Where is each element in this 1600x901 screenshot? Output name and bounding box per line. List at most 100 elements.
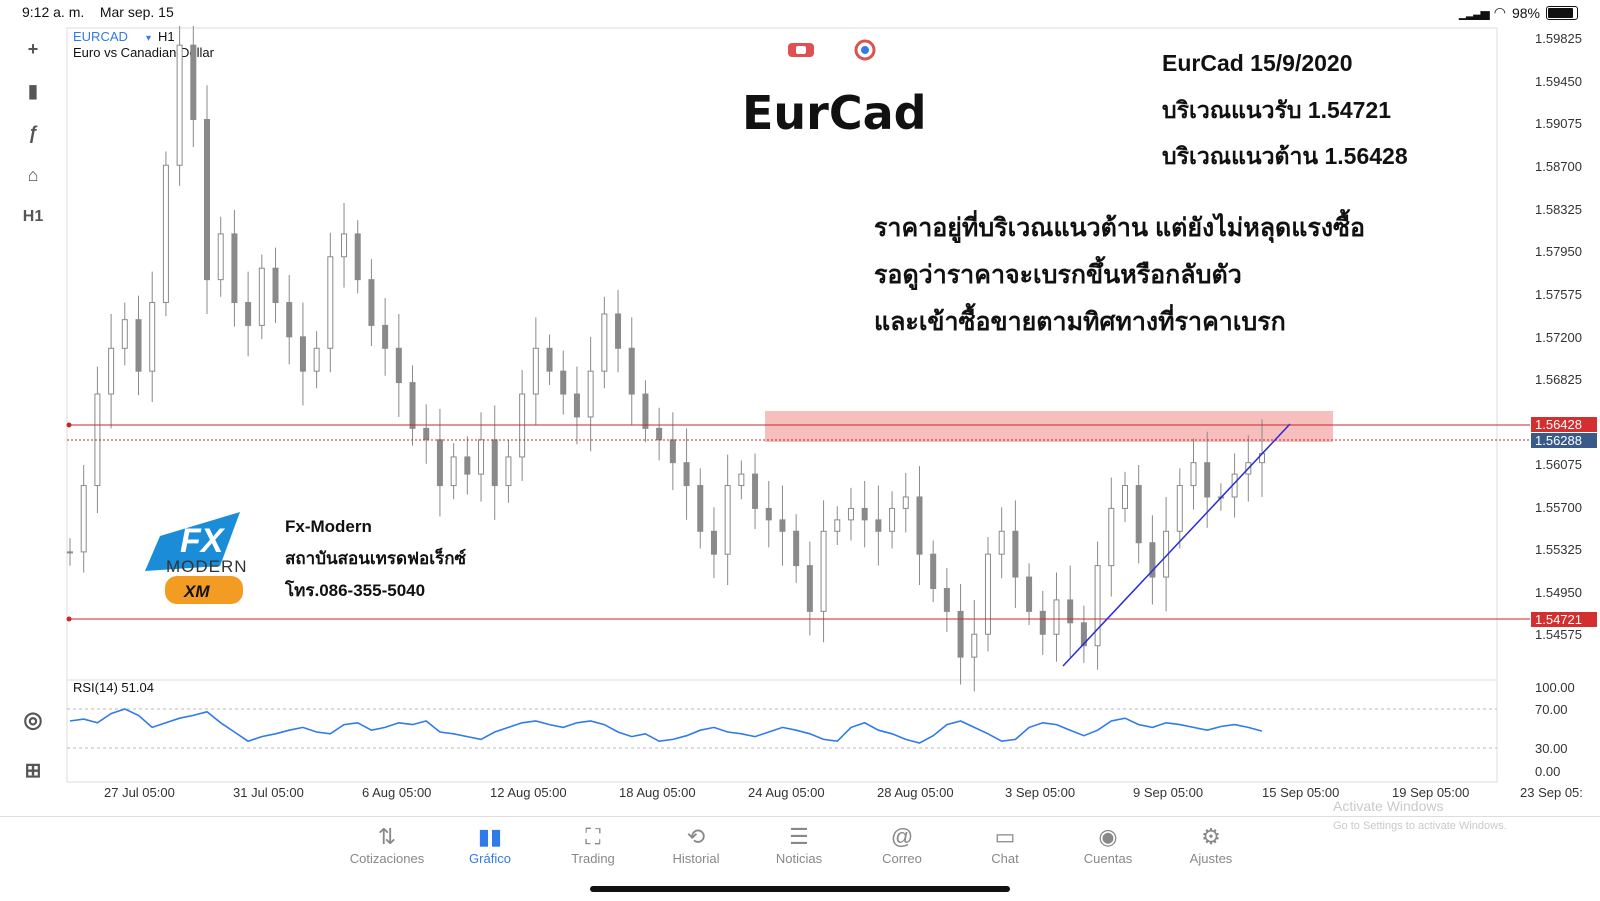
nav-historial[interactable]: ⟲ Historial [646,823,746,866]
watermark-line-1: Activate Windows [1333,798,1444,814]
candle-body [135,319,142,372]
nav-label: Gráfico [469,851,511,866]
candle-body [642,393,649,429]
candle-body [1121,485,1128,509]
candle-body [108,347,115,395]
candle-body [149,302,156,372]
nav-label: Noticias [775,851,823,866]
candle-body [1026,576,1033,612]
nav-grafico[interactable]: ▮▮ Gráfico [440,823,540,866]
candle-body [1094,565,1101,647]
rsi-axis: 100.00 70.00 30.00 0.00 [1535,680,1575,779]
settings-icon: ⚙ [1201,824,1221,849]
candle-body [532,347,539,395]
annotation-note-1: ราคาอยู่ที่บริเวณแนวต้าน แต่ยังไม่หลุดแร… [874,208,1365,244]
home-indicator[interactable] [590,886,1010,892]
candle-body [1204,462,1211,498]
nav-label: Chat [991,851,1019,866]
symbol-ticker[interactable]: EURCAD [73,29,128,44]
one-click-icon[interactable] [854,39,876,61]
rsi-pane-frame [66,679,1498,783]
candle-body [436,439,443,487]
rsi-label: RSI(14) 51.04 [73,680,154,695]
candle-body [67,551,73,554]
annotation-title: EurCad [742,86,927,140]
quotes-icon: ⇅ [377,824,397,849]
rsi-tick: 70.00 [1535,702,1568,717]
function-icon[interactable]: ƒ [27,122,38,143]
candle-body [765,507,772,521]
trendline[interactable] [1062,423,1291,667]
candle-body [341,233,348,258]
signal-icon: ▁▂▃▅ [1458,5,1490,20]
crosshair-icon[interactable]: + [27,38,39,59]
indicators-icon[interactable]: ◎ [23,707,43,732]
resistance-line-handle[interactable] [66,422,72,428]
trading-icon: ⛶ [585,824,601,849]
nav-trading[interactable]: ⛶ Trading [543,823,643,866]
price-tick: 1.57575 [1535,287,1582,302]
bottom-nav: ⇅ Cotizaciones ▮▮ Gráfico ⛶ Trading ⟲ Hi… [0,816,1600,901]
rsi-tick: 30.00 [1535,741,1568,756]
left-toolbar: + ▮ ƒ ⌂ H1 ◎ ⊞ [0,30,66,810]
candle-body [423,427,430,441]
candle-body [368,279,375,326]
watermark-line-2: Go to Settings to activate Windows. [1333,820,1507,832]
nav-ajustes[interactable]: ⚙ Ajustes [1161,823,1261,866]
mail-icon: @ [890,824,914,849]
account-icon: ◉ [1098,824,1118,849]
candle-body [1080,622,1087,647]
one-click-inner [861,46,869,54]
nav-cuentas[interactable]: ◉ Cuentas [1058,823,1158,866]
candle-body [847,507,854,521]
candle-body [1108,507,1115,567]
symbol-timeframe: H1 [158,29,175,44]
resistance-zone [765,411,1333,442]
candle-body [450,456,457,487]
candle-body [834,519,841,532]
price-tick: 1.55700 [1535,500,1582,515]
nav-cotizaciones[interactable]: ⇅ Cotizaciones [337,823,437,866]
candles-group [67,26,1265,692]
price-tick: 1.58700 [1535,159,1582,174]
price-tick: 1.54575 [1535,627,1582,642]
candle-body [902,496,909,509]
add-chart-icon[interactable]: ⊞ [24,759,42,782]
candle-body [1149,542,1156,578]
symbol-dropdown-icon[interactable]: ▾ [146,33,151,44]
price-tick: 1.55325 [1535,542,1582,557]
time-tick: 27 Jul 05:00 [104,785,175,800]
candle-body [861,507,868,521]
time-tick: 31 Jul 05:00 [233,785,304,800]
candle-body [916,496,923,555]
time-tick: 24 Aug 05:00 [748,785,825,800]
candle-body [204,119,211,281]
price-tick: 1.59075 [1535,116,1582,131]
resistance-price-tag [1531,417,1597,432]
rsi-line [69,708,1263,744]
shapes-icon[interactable]: ⌂ [27,164,39,185]
candle-body [299,336,306,372]
candle-body [889,507,896,532]
status-bar: 9:12 a. m. Mar sep. 15 ▁▂▃▅ ◠ 98% [0,0,1600,26]
candle-body [354,233,361,281]
trade-toggle-inner [796,46,806,54]
price-chart[interactable]: EURCAD ▾ H1 Euro vs Canadian Dollar RSI(… [0,26,1600,816]
wifi-icon: ◠ [1493,4,1506,20]
logo-xm-badge [165,576,243,604]
candle-body [669,439,676,464]
candle-body [752,473,759,509]
candle-body [875,519,882,532]
support-line-handle[interactable] [66,616,72,622]
timeframe-button[interactable]: H1 [22,208,44,225]
time-tick: 19 Sep 05:00 [1392,785,1469,800]
candles-icon[interactable]: ▮ [28,80,38,101]
annotation-support: บริเวณแนวรับ 1.54721 [1162,97,1391,123]
nav-chat[interactable]: ▭ Chat [955,823,1055,866]
nav-noticias[interactable]: ☰ Noticias [749,823,849,866]
annotation-note-3: และเข้าซื้อขายตามทิศทางที่ราคาเบรก [874,302,1286,336]
nav-label: Historial [672,851,720,866]
nav-correo[interactable]: @ Correo [852,823,952,866]
candle-body [491,439,498,487]
candle-body [217,233,224,281]
